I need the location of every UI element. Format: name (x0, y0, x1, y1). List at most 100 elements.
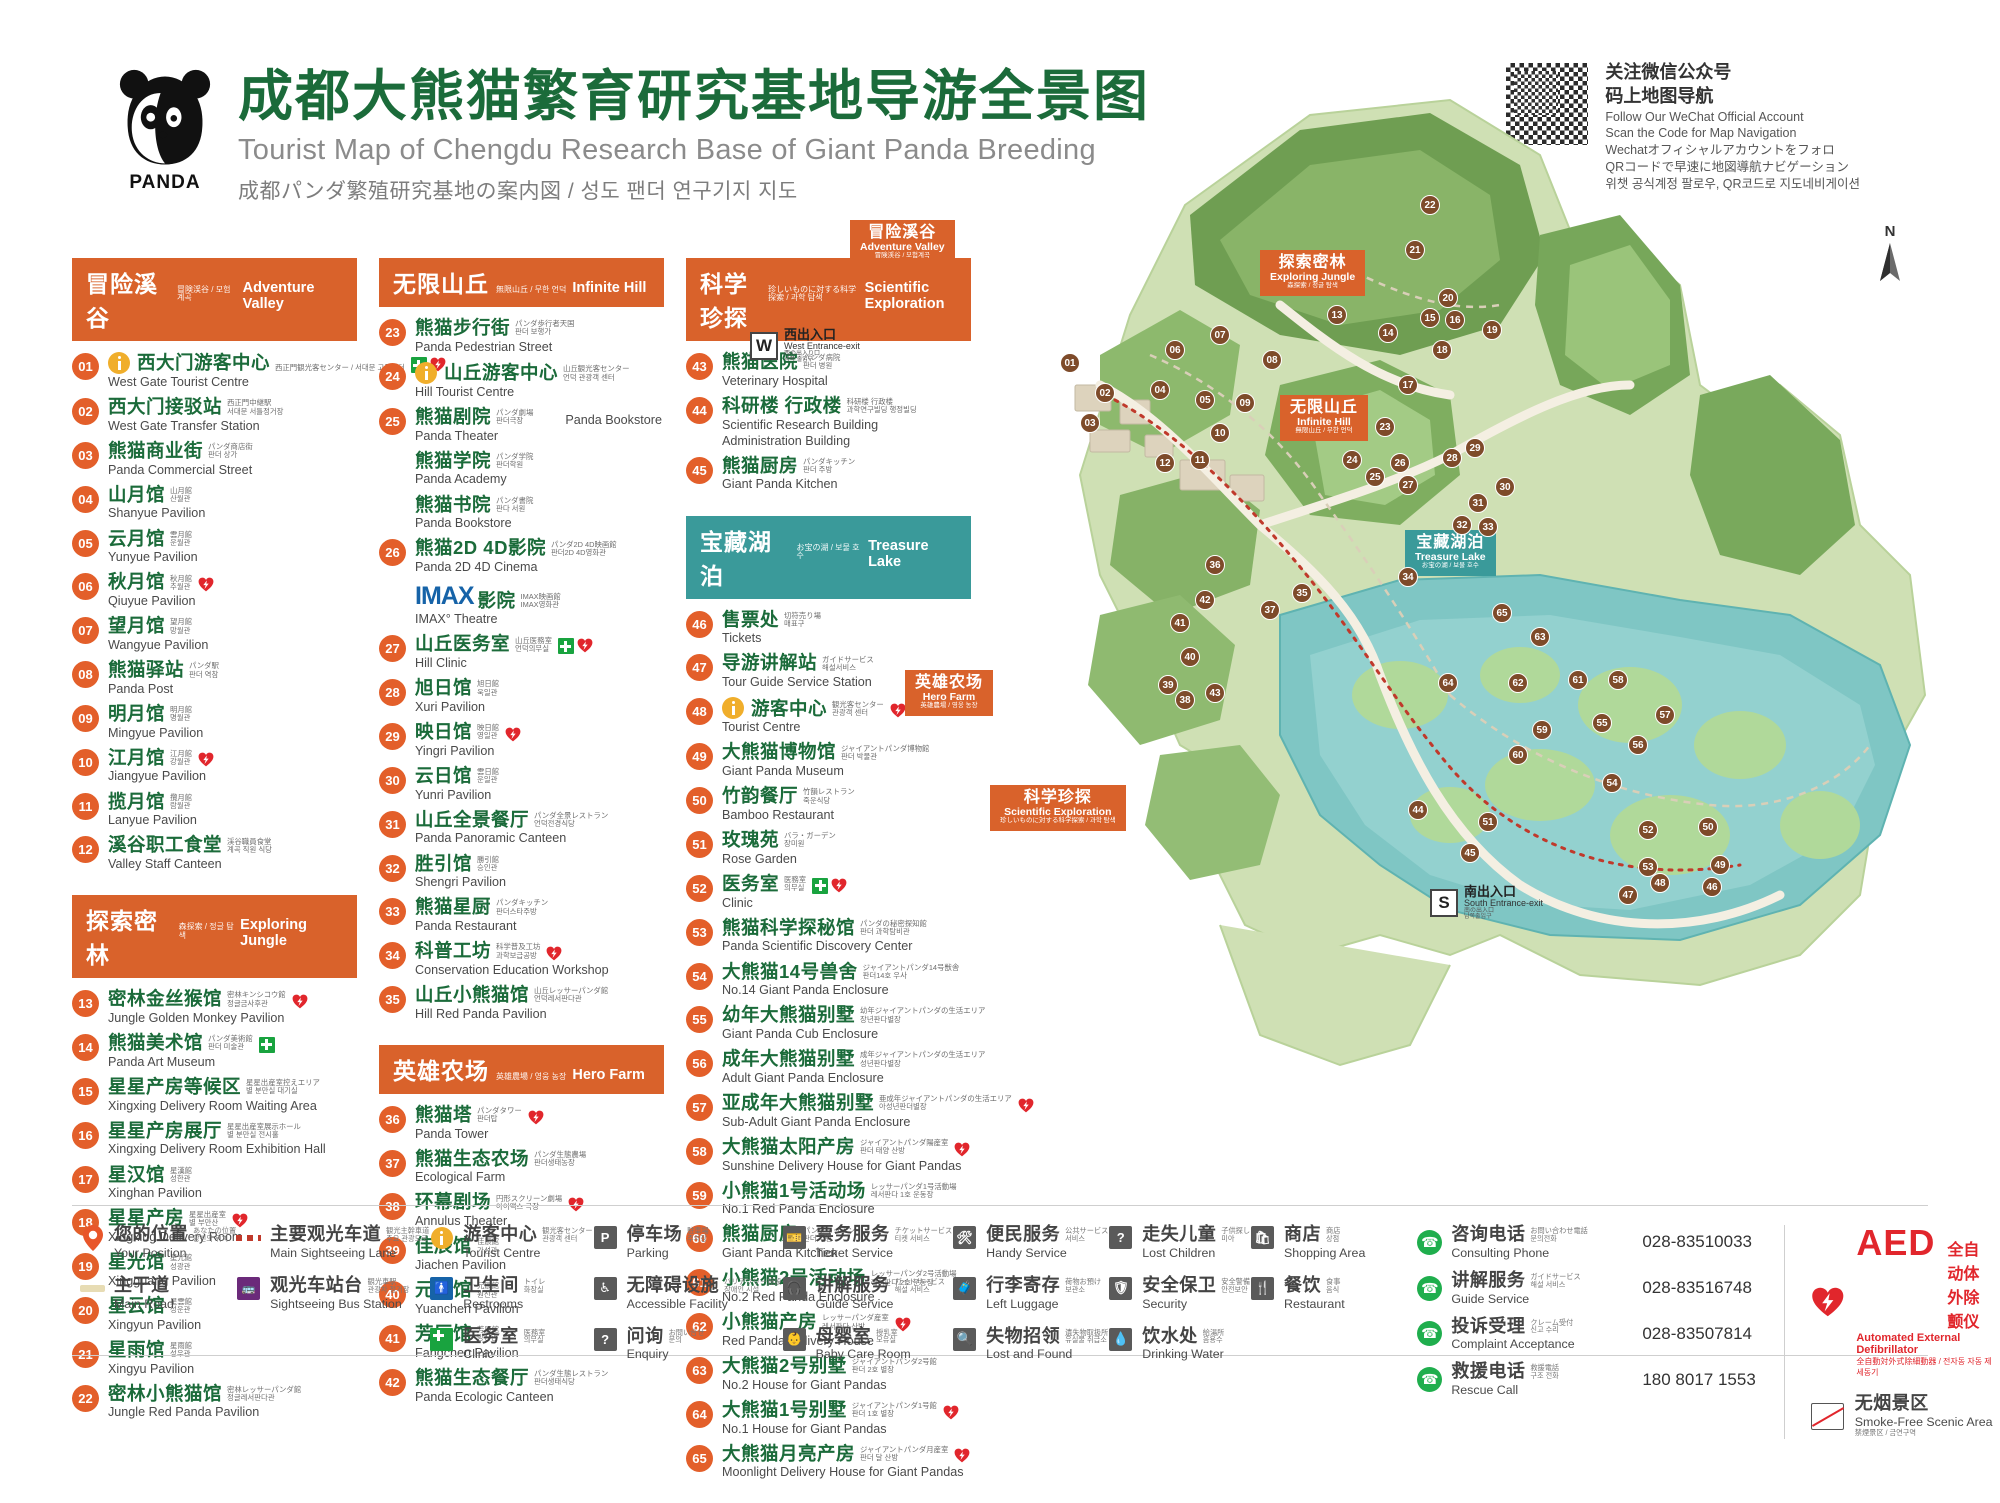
legend-item[interactable]: 53 熊猫科学探秘馆 パンダの秘密探知館 판더 과학탐비관 Panda Scientif… (686, 917, 971, 955)
map-poi-marker[interactable]: 39 (1158, 675, 1178, 695)
map-poi-marker[interactable]: 62 (1508, 673, 1528, 693)
legend-item[interactable]: 熊猫学院 パンダ学院 판더학원 Panda Academy (379, 450, 664, 488)
legend-item[interactable]: 45 熊猫厨房 パンダキッチン 판더 주방 Giant Panda Kitchen (686, 455, 971, 493)
map-poi-marker[interactable]: 45 (1460, 843, 1480, 863)
legend-item[interactable]: 18 星星产房 星星出産室 별 부만산 Xingxing Delivery Room (72, 1208, 357, 1245)
map-poi-marker[interactable]: 16 (1445, 310, 1465, 330)
legend-item[interactable]: 29 映日馆 映日館 영일관 Yingri Pavilion (379, 721, 664, 759)
legend-item[interactable]: 28 旭日馆 旭日館 욱일관 Xuri Pavilion (379, 677, 664, 715)
map-poi-marker[interactable]: 03 (1080, 413, 1100, 433)
map-poi-marker[interactable]: 21 (1405, 240, 1425, 260)
map-poi-marker[interactable]: 59 (1532, 720, 1552, 740)
legend-item[interactable]: 01 西大门游客中心 西正門観光客センター / 서대문 고객센터 West Gate … (72, 352, 446, 390)
map-poi-marker[interactable]: 57 (1655, 705, 1675, 725)
map-poi-marker[interactable]: 34 (1398, 567, 1418, 587)
legend-item[interactable]: 06 秋月馆 秋月館 추월관 Qiuyue Pavilion (72, 572, 357, 609)
map-poi-marker[interactable]: 07 (1210, 325, 1230, 345)
legend-item[interactable]: 54 大熊猫14号兽舍 ジャイアントパンダ14号獣舎 판더14호 우사 No.14 Gi… (686, 961, 971, 999)
map-poi-marker[interactable]: 06 (1165, 340, 1185, 360)
map-poi-marker[interactable]: 50 (1698, 817, 1718, 837)
legend-item[interactable]: 11 揽月馆 攬月館 람월관 Lanyue Pavilion (72, 791, 357, 829)
map-poi-marker[interactable]: 14 (1378, 323, 1398, 343)
legend-item[interactable]: 40元辰馆元辰館원신관Yuanchen Pavilion (379, 1279, 664, 1317)
map-poi-marker[interactable]: 20 (1438, 288, 1458, 308)
map-poi-marker[interactable]: 47 (1618, 885, 1638, 905)
map-poi-marker[interactable]: 48 (1650, 873, 1670, 893)
legend-item[interactable]: 26 熊猫2D 4D影院 パンダ2D 4D映画館 판더2D 4D영화관 Panda 2D… (379, 538, 664, 575)
legend-item[interactable]: 24 山丘游客中心 山丘観光客センター 언덕 관광객 센터 Hill Tourist C… (379, 361, 664, 400)
legend-item[interactable]: 49 大熊猫博物馆 ジャイアントパンダ博物館 판더 박물관 Giant Panda Mu… (686, 742, 971, 779)
legend-item[interactable]: 21 星雨馆 星雨館 성우관 Xingyu Pavilion (72, 1339, 357, 1377)
map-poi-marker[interactable]: 17 (1398, 375, 1418, 395)
map-poi-marker[interactable]: 30 (1495, 477, 1515, 497)
map-poi-marker[interactable]: 58 (1608, 670, 1628, 690)
legend-item[interactable]: 48 游客中心 観光客センター 관광객 센터 Tourist Centre (686, 697, 971, 735)
legend-item[interactable]: 47 导游讲解站 ガイドサービス 해설서비스 Tour Guide Service St… (686, 653, 971, 690)
legend-item[interactable]: 56 成年大熊猫别墅 成年ジャイアントパンダの生活エリア 성년판다별장 Adult Gi… (686, 1048, 985, 1086)
legend-item[interactable]: 32 胜引馆 勝引館 승인관 Shengri Pavilion (379, 853, 664, 891)
legend-item[interactable]: 65 大熊猫月亮产房 ジャイアントパンダ月産室 판더 달 산방 Moonlight De… (686, 1443, 971, 1481)
map-poi-marker[interactable]: 15 (1420, 308, 1440, 328)
legend-item[interactable]: 23 熊猫步行街 パンダ歩行者天国 판더 보행가 Panda Pedestrian St… (379, 317, 664, 355)
legend-item[interactable]: 15 星星产房等候区 星星出産室控えエリア 별 분만실 대기실 Xingxing Del… (72, 1076, 357, 1114)
legend-item[interactable]: 52 医务室 医務室 의무실 Clinic (686, 873, 971, 911)
map-poi-marker[interactable]: 51 (1478, 812, 1498, 832)
legend-item[interactable]: 20 星云馆 星雲館 성운관 Xingyun Pavilion (72, 1295, 357, 1333)
legend-item[interactable]: 33 熊猫星厨 パンダキッチン 판더스타주방 Panda Restaurant (379, 897, 664, 934)
map-poi-marker[interactable]: 02 (1095, 383, 1115, 403)
legend-item[interactable]: 59 小熊猫1号活动场 レッサーパンダ1号活動場 레서판다 1호 운동장 No.1 Re… (686, 1180, 971, 1218)
map-poi-marker[interactable]: 23 (1375, 417, 1395, 437)
legend-item[interactable]: 16 星星产房展厅 星星出産室展示ホール 별 분만실 전시홀 Xingxing Deli… (72, 1120, 357, 1158)
legend-item[interactable]: 13 密林金丝猴馆 密林キンシコウ館 정글금사후관 Jungle Golden Monk… (72, 988, 357, 1026)
legend-item[interactable]: 46 售票处 切符売り場 매표구 Tickets (686, 609, 971, 647)
map-poi-marker[interactable]: 32 (1452, 515, 1472, 535)
legend-item[interactable]: 03 熊猫商业街 パンダ商店街 판더 상가 Panda Commercial Stree… (72, 440, 357, 478)
map-poi-marker[interactable]: 27 (1398, 475, 1418, 495)
map-poi-marker[interactable]: 10 (1210, 423, 1230, 443)
map-poi-marker[interactable]: 60 (1508, 745, 1528, 765)
legend-item[interactable]: 63 大熊猫2号别墅 ジャイアントパンダ2号館 판더 2호 별장 No.2 House … (686, 1355, 971, 1393)
legend-item[interactable]: 17 星汉馆 星漢館 성한관 Xinghan Pavilion (72, 1164, 357, 1202)
legend-item[interactable]: 50 竹韵餐厅 竹韻レストラン 죽운식당 Bamboo Restaurant (686, 785, 971, 823)
map-poi-marker[interactable]: 24 (1342, 450, 1362, 470)
map-poi-marker[interactable]: 53 (1638, 857, 1658, 877)
legend-item[interactable]: 36 熊猫塔 パンダタワー 판더탑 Panda Tower (379, 1104, 664, 1142)
map-poi-marker[interactable]: 12 (1155, 453, 1175, 473)
map-poi-marker[interactable]: 35 (1292, 583, 1312, 603)
legend-item[interactable]: 09 明月馆 明月館 명월관 Mingyue Pavilion (72, 703, 357, 741)
map-poi-marker[interactable]: 05 (1195, 390, 1215, 410)
map-poi-marker[interactable]: 18 (1432, 340, 1452, 360)
map-poi-marker[interactable]: 44 (1408, 800, 1428, 820)
legend-item[interactable]: 22 密林小熊猫馆 密林レッサーパンダ館 정글레서판다관 Jungle Red Pand… (72, 1383, 357, 1421)
map-poi-marker[interactable]: 36 (1205, 555, 1225, 575)
legend-item[interactable]: 31 山丘全景餐厅 パンダ全景レストラン 언덕전경식당 Panda Panoramic … (379, 809, 664, 847)
legend-item[interactable]: 55 幼年大熊猫别墅 幼年ジャイアントパンダの生活エリア 장년판다별장 Giant Pa… (686, 1005, 985, 1042)
map-poi-marker[interactable]: 40 (1180, 647, 1200, 667)
map-poi-marker[interactable]: 63 (1530, 627, 1550, 647)
legend-item[interactable]: 37 熊猫生态农场 パンダ生態農場 판더생태농장 Ecological Farm (379, 1148, 664, 1186)
map-poi-marker[interactable]: 31 (1468, 493, 1488, 513)
map-poi-marker[interactable]: 41 (1170, 613, 1190, 633)
legend-item[interactable]: 07 望月馆 望月館 망월관 Wangyue Pavilion (72, 616, 357, 653)
legend-item[interactable]: 60 熊猫厨房 パンダキッチン 판더 주방 Giant Panda Kitchen (686, 1224, 971, 1261)
map-poi-marker[interactable]: 65 (1492, 603, 1512, 623)
legend-item[interactable]: 04 山月馆 山月館 산월관 Shanyue Pavilion (72, 484, 357, 522)
map-poi-marker[interactable]: 42 (1195, 590, 1215, 610)
map-poi-marker[interactable]: 22 (1420, 195, 1440, 215)
map-poi-marker[interactable]: 64 (1438, 673, 1458, 693)
legend-item[interactable]: 57 亚成年大熊猫别墅 亜成年ジャイアントパンダの生活エリア 아성년판더별장 Sub-A… (686, 1092, 1034, 1130)
map-poi-marker[interactable]: 04 (1150, 380, 1170, 400)
map-poi-marker[interactable]: 37 (1260, 600, 1280, 620)
legend-item[interactable]: 熊猫书院 パンダ書院 판다 서원 Panda Bookstore (379, 494, 664, 532)
map-poi-marker[interactable]: 49 (1710, 855, 1730, 875)
map-poi-marker[interactable]: 54 (1602, 773, 1622, 793)
map-poi-marker[interactable]: 09 (1235, 393, 1255, 413)
map-poi-marker[interactable]: 25 (1365, 467, 1385, 487)
qr-code-icon[interactable] (1503, 60, 1592, 148)
legend-item[interactable]: 39佳辰馆佳辰館가신관Jiachen Pavilion (379, 1236, 664, 1273)
map-poi-marker[interactable]: 52 (1638, 820, 1658, 840)
legend-item[interactable]: 19 星光馆 星光館 성광관 Xingguang Pavilion (72, 1251, 357, 1289)
map-poi-marker[interactable]: 56 (1628, 735, 1648, 755)
map-poi-marker[interactable]: 28 (1442, 448, 1462, 468)
map-poi-marker[interactable]: 46 (1702, 877, 1722, 897)
